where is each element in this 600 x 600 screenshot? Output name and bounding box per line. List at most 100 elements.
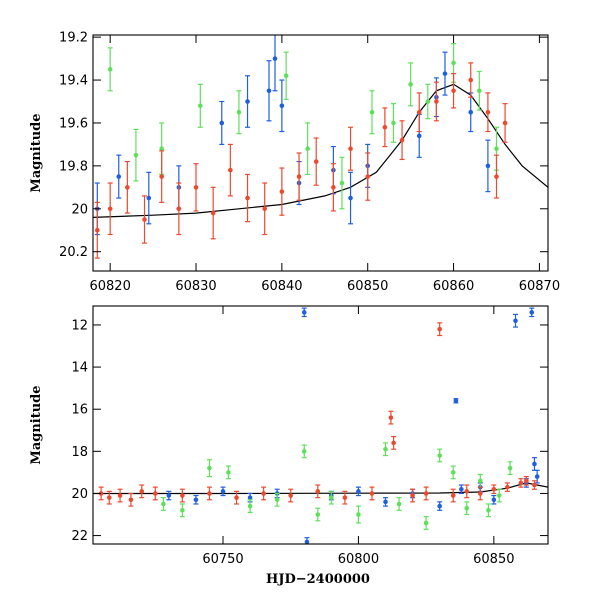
data-point (518, 478, 524, 488)
y-tick-label: 19.6 (59, 116, 88, 131)
y-tick-label: 20.2 (59, 245, 88, 260)
data-point (179, 503, 185, 518)
series-blue (166, 307, 540, 544)
data-point (107, 182, 113, 236)
data-point (468, 62, 474, 98)
x-tick-label: 60860 (433, 279, 474, 294)
plot-area (93, 307, 548, 544)
data-point (531, 480, 537, 490)
y-tick-label: 22 (71, 529, 88, 544)
data-point (365, 152, 371, 201)
data-point (116, 154, 122, 199)
y-tick-label: 12 (71, 318, 88, 333)
data-point (355, 505, 361, 524)
data-point (450, 488, 456, 503)
data-point (442, 51, 448, 96)
series-red (98, 322, 537, 507)
data-point (279, 79, 285, 133)
x-tick-label: 60820 (89, 279, 130, 294)
y-tick-label: 19.8 (59, 159, 88, 174)
data-point (247, 492, 253, 503)
data-point (193, 494, 199, 505)
y-tick-label: 18 (71, 445, 88, 460)
plot-frame (92, 34, 549, 272)
data-point (453, 398, 459, 404)
series-blue (94, 35, 491, 236)
data-point (485, 92, 491, 133)
data-point (464, 501, 470, 516)
data-point (142, 195, 148, 244)
full-panel: 60750 60800 60850 12 14 16 18 20 22 Magnitude (29, 305, 549, 567)
data-point (304, 537, 310, 544)
data-point (390, 103, 396, 143)
y-axis-title: Magnitude (29, 385, 44, 464)
data-point (133, 128, 139, 182)
data-point (396, 497, 402, 511)
data-point (236, 90, 242, 135)
data-point (416, 92, 422, 133)
data-point (274, 492, 280, 507)
data-point (529, 307, 535, 318)
x-tick-label: 60870 (519, 279, 560, 294)
data-point (437, 501, 443, 511)
data-point (348, 126, 354, 171)
data-point (477, 473, 483, 488)
data-point (247, 499, 253, 514)
x-axis-title: HJD−2400000 (266, 572, 370, 587)
data-point (410, 488, 416, 503)
data-point (128, 492, 134, 507)
data-point (383, 497, 388, 507)
y-tick-label: 19.4 (59, 74, 88, 89)
data-point (450, 465, 456, 480)
data-point (245, 173, 251, 223)
data-point (313, 137, 319, 186)
y-tick-label: 19.2 (59, 31, 88, 46)
zoom-panel: 60820 60830 60840 60850 60860 60870 19.2 19.4 19… (29, 31, 560, 294)
data-point (176, 182, 182, 236)
data-point (534, 469, 540, 484)
data-point (328, 490, 334, 505)
data-point (513, 313, 518, 328)
data-point (348, 171, 354, 225)
data-point (107, 47, 113, 92)
data-point (146, 171, 152, 225)
data-point (437, 448, 443, 463)
x-tick-label: 60830 (175, 279, 216, 294)
data-point (227, 143, 233, 197)
x-tick-label: 60800 (338, 552, 379, 567)
data-point (301, 307, 307, 318)
data-point (355, 486, 361, 497)
data-point (464, 484, 470, 499)
x-tick-label: 60750 (202, 552, 243, 567)
y-axis-title: Magnitude (29, 113, 44, 192)
data-point (210, 186, 216, 240)
x-tick-label: 60840 (261, 279, 302, 294)
data-point (342, 490, 348, 505)
plot-frame (92, 305, 549, 545)
data-point (477, 486, 483, 501)
data-point (283, 51, 289, 100)
x-tick-label: 60850 (473, 552, 514, 567)
data-point (476, 70, 482, 111)
data-point (262, 182, 268, 236)
data-point (179, 488, 185, 503)
data-point (496, 488, 502, 503)
data-point (458, 484, 464, 495)
data-point (305, 122, 311, 176)
data-point (139, 484, 145, 499)
data-point (507, 461, 513, 476)
data-point (491, 484, 497, 495)
data-point (502, 103, 508, 143)
model-curve (93, 482, 548, 495)
data-point (288, 488, 294, 503)
y-tick-label: 20 (71, 202, 88, 217)
data-point (160, 497, 166, 511)
data-point (408, 62, 414, 107)
x-tick-label: 60850 (347, 279, 388, 294)
data-point (382, 107, 388, 148)
y-tick-label: 14 (71, 361, 88, 376)
series-green (107, 42, 499, 210)
data-point (206, 459, 212, 478)
data-point (423, 516, 429, 530)
data-point (106, 490, 112, 505)
